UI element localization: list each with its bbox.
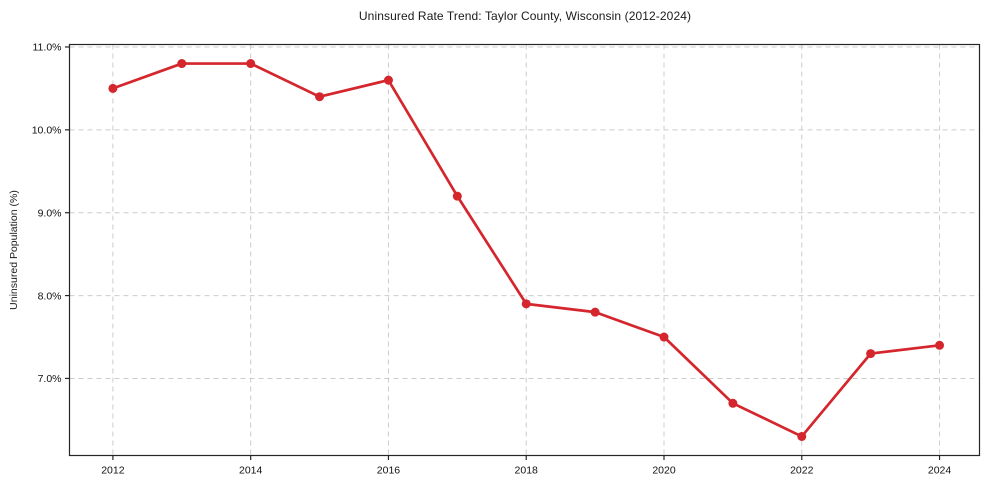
x-tick-label: 2018 [515, 465, 539, 477]
y-tick-label: 10.0% [32, 125, 62, 137]
x-tick-label: 2012 [101, 465, 125, 477]
x-tick-label: 2024 [928, 465, 952, 477]
data-point-2016 [383, 75, 393, 85]
data-point-2015 [315, 92, 325, 102]
data-point-2023 [866, 349, 876, 359]
y-tick-label: 11.0% [33, 42, 62, 54]
data-point-2017 [452, 191, 462, 201]
x-tick-label: 2014 [239, 465, 263, 477]
data-point-2021 [728, 398, 738, 408]
x-tick-label: 2022 [790, 465, 814, 477]
x-tick-label: 2020 [652, 465, 676, 477]
data-point-2012 [108, 83, 118, 93]
data-point-2020 [659, 332, 669, 342]
data-point-2018 [521, 299, 531, 309]
chart-title: Uninsured Rate Trend: Taylor County, Wis… [358, 9, 692, 23]
data-point-2019 [590, 307, 600, 317]
x-tick-label: 2016 [377, 465, 401, 477]
data-point-2024 [935, 340, 945, 350]
y-tick-label: 7.0% [38, 373, 62, 385]
data-point-2022 [797, 431, 807, 441]
plot-border [68, 43, 981, 457]
y-tick-label: 8.0% [38, 290, 62, 302]
data-point-2014 [246, 59, 256, 69]
data-point-2013 [177, 59, 187, 69]
y-tick-label: 9.0% [38, 207, 62, 219]
